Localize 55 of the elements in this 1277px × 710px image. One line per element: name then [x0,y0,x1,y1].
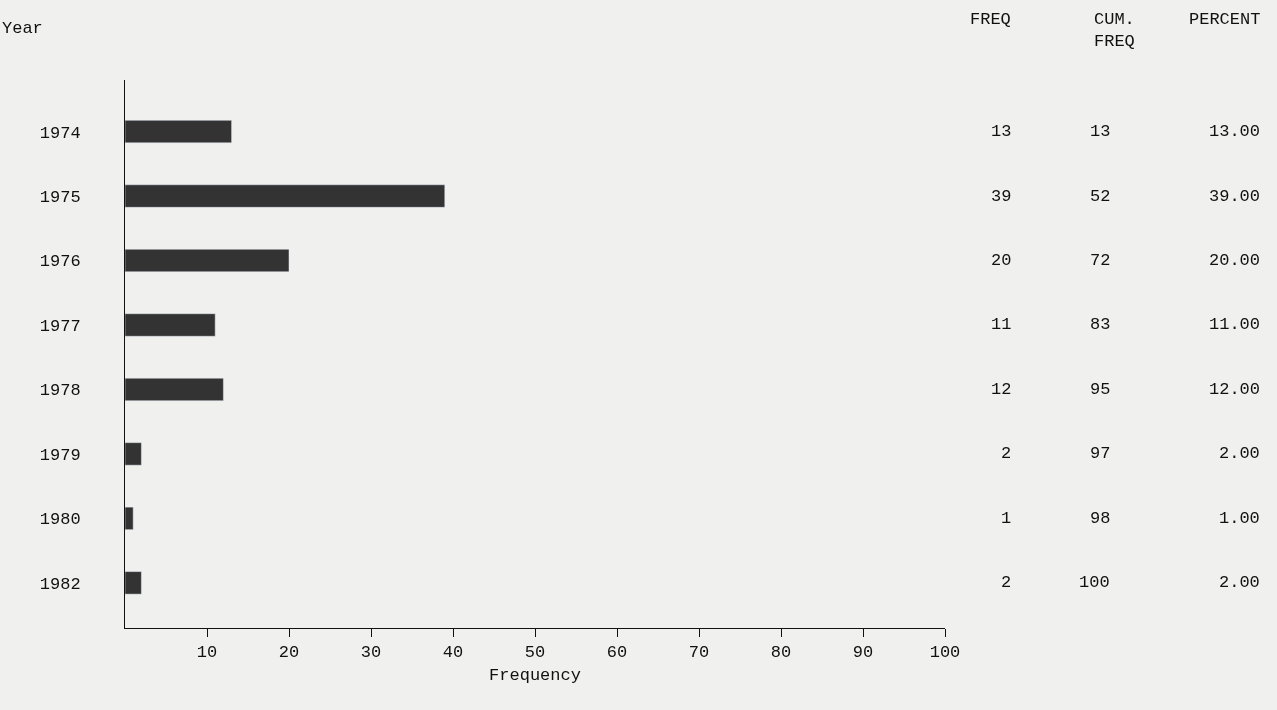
x-tick-label: 70 [688,643,710,663]
text: FREQ [970,10,1011,29]
y-tick-label: 1978 [39,381,81,401]
bar [125,248,290,273]
data-label: 2 [1001,444,1012,463]
data-label: 20 [991,251,1012,270]
x-axis-title: Frequency [489,665,581,685]
x-tick-label: 10 [196,643,218,663]
text: 20.00 [1209,251,1261,270]
x-tick-label: 90 [852,643,874,663]
text: 72 [1090,251,1111,270]
bar [125,313,216,337]
y-tick-label: 1976 [39,252,81,272]
x-tick-label: 60 [606,643,628,663]
data-label: 1 [1001,509,1012,528]
text: 1.00 [1219,509,1260,528]
bar [125,184,446,208]
x-tick-label: 80 [770,643,792,663]
data-label: 11 [991,315,1012,334]
text: 2.00 [1219,444,1260,463]
data-label: 39 [991,187,1012,206]
text: PERCENT [1189,10,1261,29]
bar [125,506,134,530]
x-tick-label: 100 [929,643,961,663]
y-tick-label: 1975 [39,188,81,207]
text: 83 [1090,315,1111,334]
text: 39.00 [1209,187,1261,206]
y-tick-label: 1974 [39,123,81,143]
x-tick-label: 40 [442,643,464,663]
text: 11.00 [1209,315,1261,334]
text: 97 [1090,444,1111,463]
bar [125,571,142,595]
y-tick-label: 1980 [39,510,81,530]
data-label: 2 [1001,573,1012,592]
bar [125,120,232,144]
x-tick-label: 50 [524,643,546,663]
y-axis-title: Year [2,19,43,38]
bar [125,442,142,466]
text: 95 [1090,380,1111,399]
data-label: 12 [991,380,1012,399]
text: 13 [1090,122,1111,141]
text: 98 [1090,509,1111,528]
text: 2.00 [1219,573,1260,592]
y-tick-label: 1977 [39,316,81,336]
y-tick-label: 1982 [39,574,81,594]
text: 12.00 [1209,380,1261,399]
x-tick-label: 30 [360,643,382,663]
text: 52 [1090,187,1111,206]
y-tick-label: 1979 [39,445,81,465]
text: CUM. FREQ [1094,10,1135,52]
x-tick-label: 20 [278,643,300,663]
data-label: 13 [991,122,1012,141]
bar [125,377,224,401]
text: 13.00 [1209,122,1261,141]
text: 100 [1079,573,1110,592]
